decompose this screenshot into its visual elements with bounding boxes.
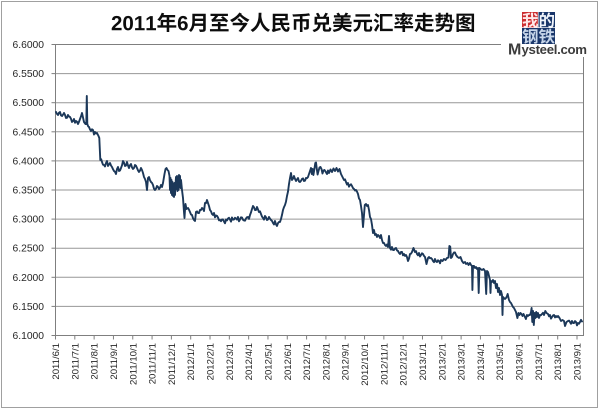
svg-text:M: M	[508, 41, 521, 58]
svg-text:2012/1/1: 2012/1/1	[186, 343, 197, 380]
svg-text:2012/11/1: 2012/11/1	[379, 343, 390, 385]
svg-text:2013/6/1: 2013/6/1	[515, 343, 526, 380]
svg-text:6.2000: 6.2000	[13, 273, 45, 284]
svg-text:6.4500: 6.4500	[13, 127, 45, 138]
svg-text:6.2500: 6.2500	[13, 244, 45, 255]
svg-text:6.1000: 6.1000	[13, 331, 45, 342]
svg-text:6.3000: 6.3000	[13, 215, 45, 226]
svg-text:2013/2/1: 2013/2/1	[437, 343, 448, 380]
svg-text:2011/11/1: 2011/11/1	[148, 343, 159, 384]
svg-text:2011/8/1: 2011/8/1	[90, 343, 101, 380]
svg-text:2012/5/1: 2012/5/1	[263, 343, 274, 380]
svg-text:6.5000: 6.5000	[13, 98, 45, 109]
svg-text:6.5500: 6.5500	[13, 69, 45, 80]
svg-text:2013/8/1: 2013/8/1	[553, 343, 564, 380]
svg-text:2013/3/1: 2013/3/1	[457, 343, 468, 380]
svg-text:2012/3/1: 2012/3/1	[225, 343, 236, 380]
svg-text:2012/2/1: 2012/2/1	[206, 343, 217, 380]
svg-text:2013/7/1: 2013/7/1	[534, 343, 545, 380]
svg-text:2011/7/1: 2011/7/1	[70, 343, 81, 380]
svg-text:2011/6/1: 2011/6/1	[51, 343, 62, 380]
svg-text:ysteel.com: ysteel.com	[522, 42, 587, 57]
svg-text:2012/6/1: 2012/6/1	[283, 343, 294, 380]
svg-text:6.4000: 6.4000	[13, 156, 45, 167]
svg-text:2013/1/1: 2013/1/1	[418, 343, 429, 380]
svg-text:2012/12/1: 2012/12/1	[399, 343, 410, 386]
svg-text:6.3500: 6.3500	[13, 186, 45, 197]
svg-text:2012/9/1: 2012/9/1	[341, 343, 352, 380]
svg-text:2013/4/1: 2013/4/1	[476, 343, 487, 380]
svg-text:6.1500: 6.1500	[13, 302, 45, 313]
svg-text:2012/10/1: 2012/10/1	[360, 343, 371, 386]
svg-text:2011/9/1: 2011/9/1	[109, 343, 120, 380]
svg-text:2013/5/1: 2013/5/1	[495, 343, 506, 380]
svg-text:2012/7/1: 2012/7/1	[302, 343, 313, 380]
svg-text:2012/8/1: 2012/8/1	[321, 343, 332, 380]
svg-text:6.6000: 6.6000	[13, 40, 45, 51]
svg-text:2011/12/1: 2011/12/1	[167, 343, 178, 385]
svg-text:2013/9/1: 2013/9/1	[573, 343, 584, 380]
svg-text:2011/10/1: 2011/10/1	[128, 343, 139, 385]
svg-text:2012/4/1: 2012/4/1	[244, 343, 255, 380]
